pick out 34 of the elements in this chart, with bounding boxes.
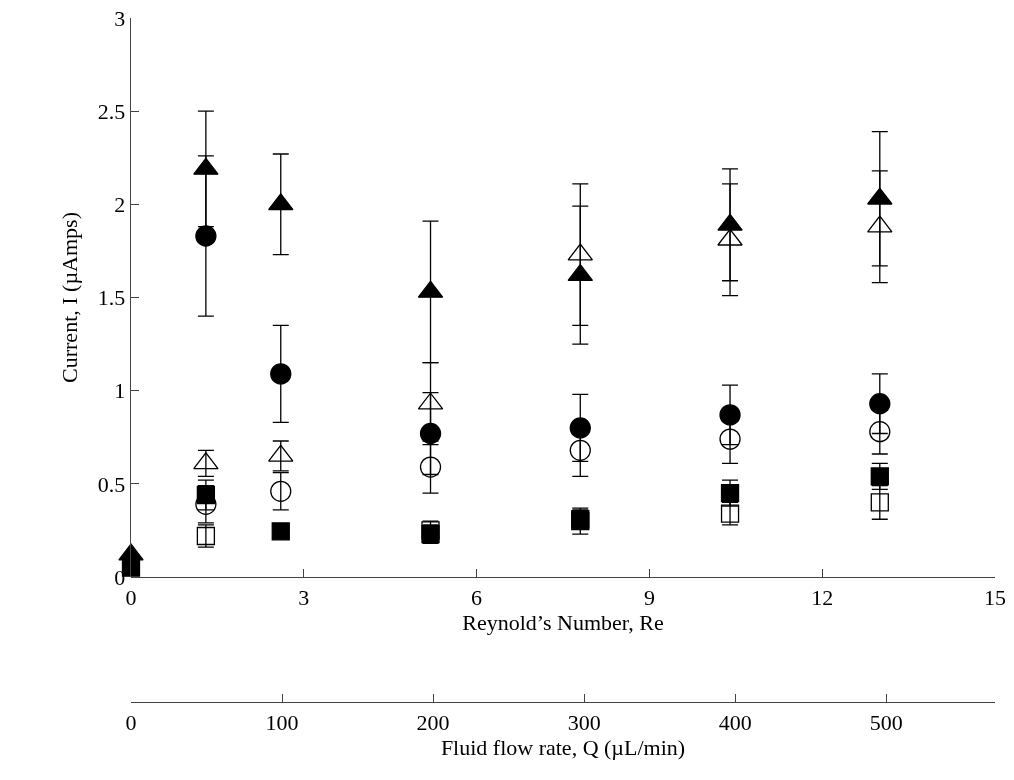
x2-tick-label: 200: [416, 709, 450, 735]
point: [569, 417, 591, 439]
y-tick-label: 3: [114, 5, 126, 31]
x-tick-label: 3: [298, 584, 310, 610]
x2-tick-label: 300: [567, 709, 601, 735]
point: [271, 522, 290, 541]
y-tick-label: 1: [114, 378, 126, 404]
x2-tick-label: 500: [869, 709, 903, 735]
point: [419, 456, 442, 478]
x2-tick-label: 100: [265, 709, 299, 735]
point: [870, 467, 889, 486]
x2-axis-title: Fluid flow rate, Q (µL/min): [440, 734, 686, 760]
y-tick-label: 0.5: [97, 471, 126, 497]
x2-tick-label: 400: [718, 709, 752, 735]
y-tick-label: 2.5: [97, 98, 126, 124]
point: [419, 422, 442, 445]
x-tick-label: 9: [643, 584, 655, 610]
x-axis-title: Reynold’s Number, Re: [462, 609, 664, 635]
y-tick-label: 1.5: [97, 285, 126, 311]
point: [720, 484, 740, 503]
x-tick-label: 12: [811, 584, 834, 610]
x-tick-label: 6: [471, 584, 483, 610]
point: [869, 393, 891, 415]
point: [869, 421, 891, 443]
point: [196, 485, 216, 505]
y-axis-title: Current, I (µAmps): [56, 212, 82, 383]
x-tick-label: 15: [984, 584, 1006, 610]
point: [870, 493, 889, 512]
point: [567, 263, 594, 282]
point: [270, 363, 292, 385]
point: [719, 428, 741, 450]
point: [270, 480, 292, 502]
y-tick-label: 2: [114, 192, 126, 218]
point: [569, 439, 591, 461]
